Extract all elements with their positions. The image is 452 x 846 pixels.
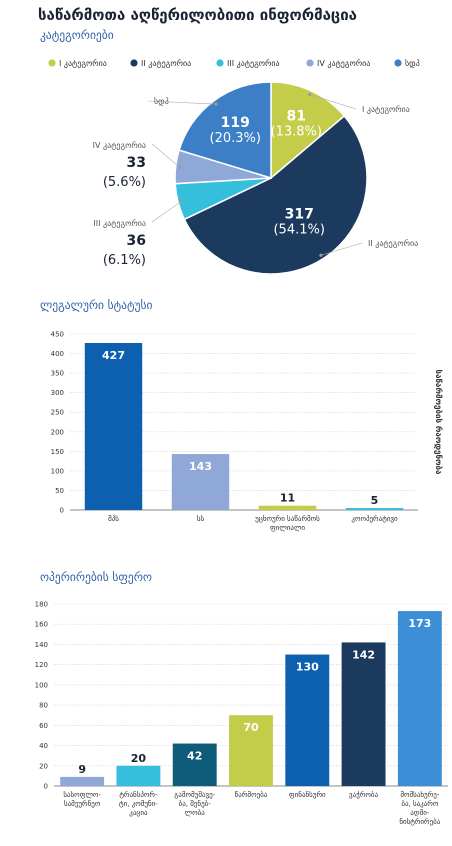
- legend-swatch: [394, 59, 402, 67]
- y-tick-label: 120: [35, 661, 48, 669]
- slice-value: 81: [287, 109, 306, 125]
- y-tick-label: 60: [39, 722, 48, 730]
- legend-swatch: [306, 59, 314, 67]
- y-tick-label: 400: [51, 350, 64, 358]
- y-tick-label: 0: [60, 507, 64, 515]
- pie-slice: [178, 81, 272, 180]
- bar-value: 143: [189, 460, 212, 473]
- bar-value: 142: [352, 648, 375, 661]
- legend-entry: III კატეგორია: [227, 58, 280, 68]
- y-tick-label: 140: [35, 641, 48, 649]
- operations-chart: 0 20 40 60 80 100 120 140 160 180 9 სასოფლო-სამეურნ…: [35, 601, 448, 826]
- bar-value: 42: [187, 750, 202, 763]
- bar: [84, 342, 143, 510]
- bar: [341, 642, 386, 786]
- section-title-categories: კატეგორიები: [40, 28, 114, 42]
- y-tick-label: 80: [39, 702, 48, 710]
- x-category-label: ფინანსური: [289, 790, 326, 799]
- x-category-label: გამომუშავე-ბა, შენებ-ლობა: [174, 791, 215, 817]
- y-tick-label: 100: [51, 467, 64, 475]
- bar-value: 130: [296, 661, 319, 674]
- slice-percent: (54.1%): [273, 223, 324, 238]
- y-tick-label: 20: [39, 762, 48, 770]
- bar-value: 173: [408, 617, 431, 630]
- pie-slice: [270, 81, 346, 180]
- x-category-label: კოოპერატივი: [351, 514, 398, 523]
- leader-line: [147, 100, 217, 105]
- bar: [171, 454, 230, 510]
- leader-line: [151, 200, 183, 223]
- slice-value: 119: [221, 115, 250, 131]
- leader-line: [309, 94, 357, 110]
- bar-value: 11: [280, 492, 295, 505]
- y-tick-label: 200: [51, 428, 64, 436]
- bar-value: 20: [131, 752, 147, 765]
- leader-line: [320, 242, 363, 256]
- x-category-label: სს: [197, 515, 205, 523]
- y-tick-label: 50: [55, 487, 64, 495]
- y-tick-label: 160: [35, 621, 48, 629]
- legend-entry: IV კატეგორია: [317, 58, 370, 68]
- y-tick-label: 0: [44, 783, 48, 791]
- slice-label: IV კატეგორია: [93, 140, 146, 150]
- y-tick-label: 100: [35, 681, 48, 689]
- y-axis-label: საწარმოების რაოდენობა: [434, 370, 444, 475]
- bar: [258, 505, 317, 510]
- slice-percent: (20.3%): [210, 131, 261, 146]
- y-tick-label: 150: [51, 448, 64, 456]
- slice-label: II კატეგორია: [368, 238, 418, 248]
- pie-slice: [183, 114, 368, 275]
- x-category-label: შპს: [108, 515, 119, 523]
- bar: [116, 765, 161, 786]
- y-tick-label: 40: [39, 742, 48, 750]
- section-title-operations: ოპერირების სფერო: [40, 570, 152, 584]
- bar-value: 9: [78, 763, 86, 776]
- y-tick-label: 450: [51, 331, 64, 339]
- slice-label: I კატეგორია: [362, 104, 410, 114]
- slice-value: 317: [285, 207, 314, 223]
- legend-entry: I კატეგორია: [59, 58, 107, 68]
- slice-percent: (6.1%): [103, 253, 146, 268]
- bar: [60, 776, 105, 786]
- y-tick-label: 300: [51, 389, 64, 397]
- page-title: საწარმოთა აღწერილობითი ინფორმაცია: [38, 6, 357, 24]
- legend-swatch: [48, 59, 56, 67]
- bar: [345, 508, 404, 510]
- section-title-legal: ლეგალური სტატუსი: [40, 298, 153, 312]
- bar: [172, 743, 217, 786]
- slice-label: სდპ: [154, 96, 169, 106]
- bar: [285, 654, 330, 786]
- legend-entry: II კატეგორია: [141, 58, 191, 68]
- x-category-label: უცხოური საწარმოს ფილიალი: [255, 514, 320, 532]
- legend-entry: სდპ: [405, 58, 420, 68]
- x-category-label: სასოფლო-სამეურნეო: [63, 791, 101, 808]
- slice-label: III კატეგორია: [93, 218, 146, 228]
- bar-value: 70: [243, 721, 259, 734]
- y-tick-label: 350: [51, 370, 64, 378]
- leader-line: [151, 143, 180, 168]
- legend-swatch: [216, 59, 224, 67]
- bar: [229, 715, 273, 786]
- y-tick-label: 180: [35, 601, 48, 609]
- slice-value: 36: [127, 233, 146, 249]
- pie-chart: I კატეგორია II კატეგორია III კატეგორია IV კ…: [48, 58, 420, 275]
- legal-status-chart: 0 50 100 150 200 250 300 350 400 450 427 შპს 143 სს 11…: [51, 331, 444, 533]
- bar: [397, 611, 442, 786]
- x-category-label: მომსახურე-ბა, საკარო ადმი-ნისტრირება: [399, 790, 440, 826]
- x-category-label: წარმოება: [235, 790, 268, 799]
- bar-value: 5: [371, 494, 379, 507]
- slice-percent: (13.8%): [271, 125, 322, 140]
- bar-value: 427: [102, 349, 125, 362]
- slice-value: 33: [127, 155, 146, 171]
- y-tick-label: 250: [51, 409, 64, 417]
- slice-percent: (5.6%): [103, 175, 146, 190]
- legend-swatch: [130, 59, 138, 67]
- x-category-label: ტრანსპორ-ტი, კომუნი-კაცია: [119, 790, 158, 817]
- x-category-label: ვაჭრობა: [349, 790, 378, 799]
